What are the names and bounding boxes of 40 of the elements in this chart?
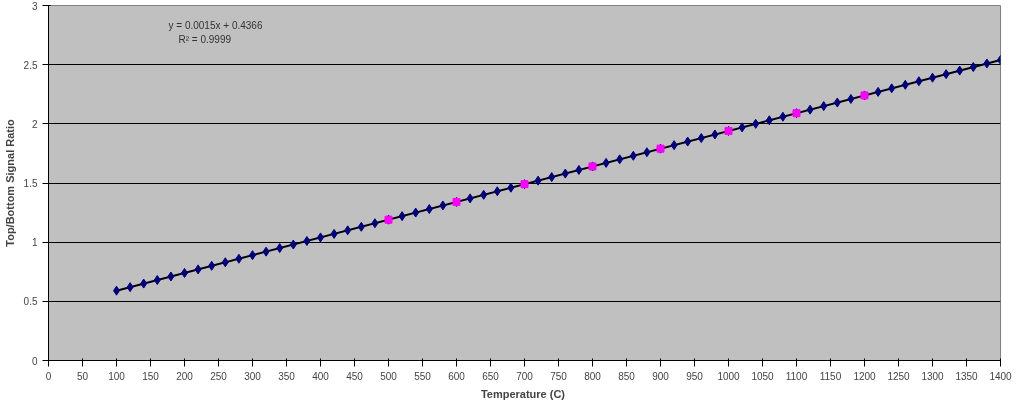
y-tick-label: 3 [31, 0, 38, 12]
x-tick-label: 1250 [887, 370, 911, 382]
x-tick-label: 1200 [853, 370, 877, 382]
x-tick-label: 400 [312, 370, 330, 382]
x-tick-label: 1350 [955, 370, 979, 382]
x-axis-title: Temperature (C) [480, 387, 566, 400]
x-tick-label: 250 [210, 370, 228, 382]
x-tick-label: 350 [278, 370, 296, 382]
x-tick-label: 1300 [921, 370, 945, 382]
x-tick-label: 650 [482, 370, 500, 382]
annotation: R² = 0.9999 [178, 33, 232, 45]
x-tick-label: 700 [516, 370, 534, 382]
y-tick-label: 1 [31, 237, 38, 249]
y-tick-label: 2.5 [23, 59, 38, 71]
x-tick-label: 200 [176, 370, 194, 382]
y-tick-label: 1.5 [23, 178, 38, 189]
y-tick-label: 0.5 [23, 296, 38, 308]
x-tick-label: 150 [142, 370, 160, 382]
x-tick-label: 850 [618, 370, 636, 382]
x-tick-label: 500 [380, 370, 398, 382]
x-tick-label: 1400 [989, 370, 1013, 382]
y-tick-label: 0 [31, 355, 38, 367]
y-axis-title: Top/Bottom Signal Ratio [3, 118, 16, 247]
x-tick-label: 900 [652, 370, 670, 382]
x-tick-label: 450 [346, 370, 364, 382]
x-tick-label: 950 [686, 370, 704, 382]
x-tick-label: 1100 [785, 370, 808, 382]
x-tick-label: 0 [45, 370, 52, 382]
x-tick-label: 750 [550, 370, 568, 382]
x-tick-label: 300 [244, 370, 262, 382]
x-tick-label: 1150 [819, 370, 842, 382]
x-tick-label: 800 [584, 370, 602, 382]
x-tick-label: 1050 [751, 370, 775, 382]
x-tick-label: 100 [108, 370, 126, 382]
x-tick-label: 550 [414, 370, 432, 382]
annotation: y = 0.0015x + 0.4366 [168, 19, 263, 31]
x-tick-label: 600 [448, 370, 466, 382]
x-tick-label: 1000 [717, 370, 741, 382]
x-tick-label: 50 [76, 370, 89, 382]
y-tick-label: 2 [31, 118, 38, 130]
